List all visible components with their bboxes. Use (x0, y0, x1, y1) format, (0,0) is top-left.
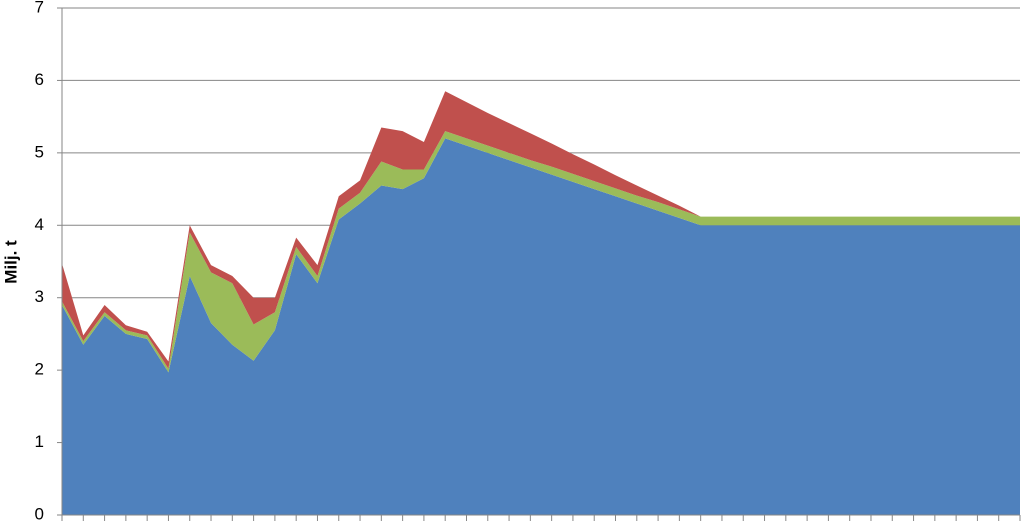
y-tick-label: 7 (35, 0, 44, 16)
area (62, 138, 1020, 515)
y-tick-label: 3 (35, 287, 44, 306)
y-tick-label: 2 (35, 360, 44, 379)
y-tick-label: 5 (35, 142, 44, 161)
y-axis-label: Milj. t (1, 240, 20, 284)
area (62, 91, 1020, 369)
y-tick-label: 0 (35, 504, 44, 523)
y-tick-label: 6 (35, 70, 44, 89)
y-tick-label: 1 (35, 432, 44, 451)
y-tick-label: 4 (35, 215, 44, 234)
